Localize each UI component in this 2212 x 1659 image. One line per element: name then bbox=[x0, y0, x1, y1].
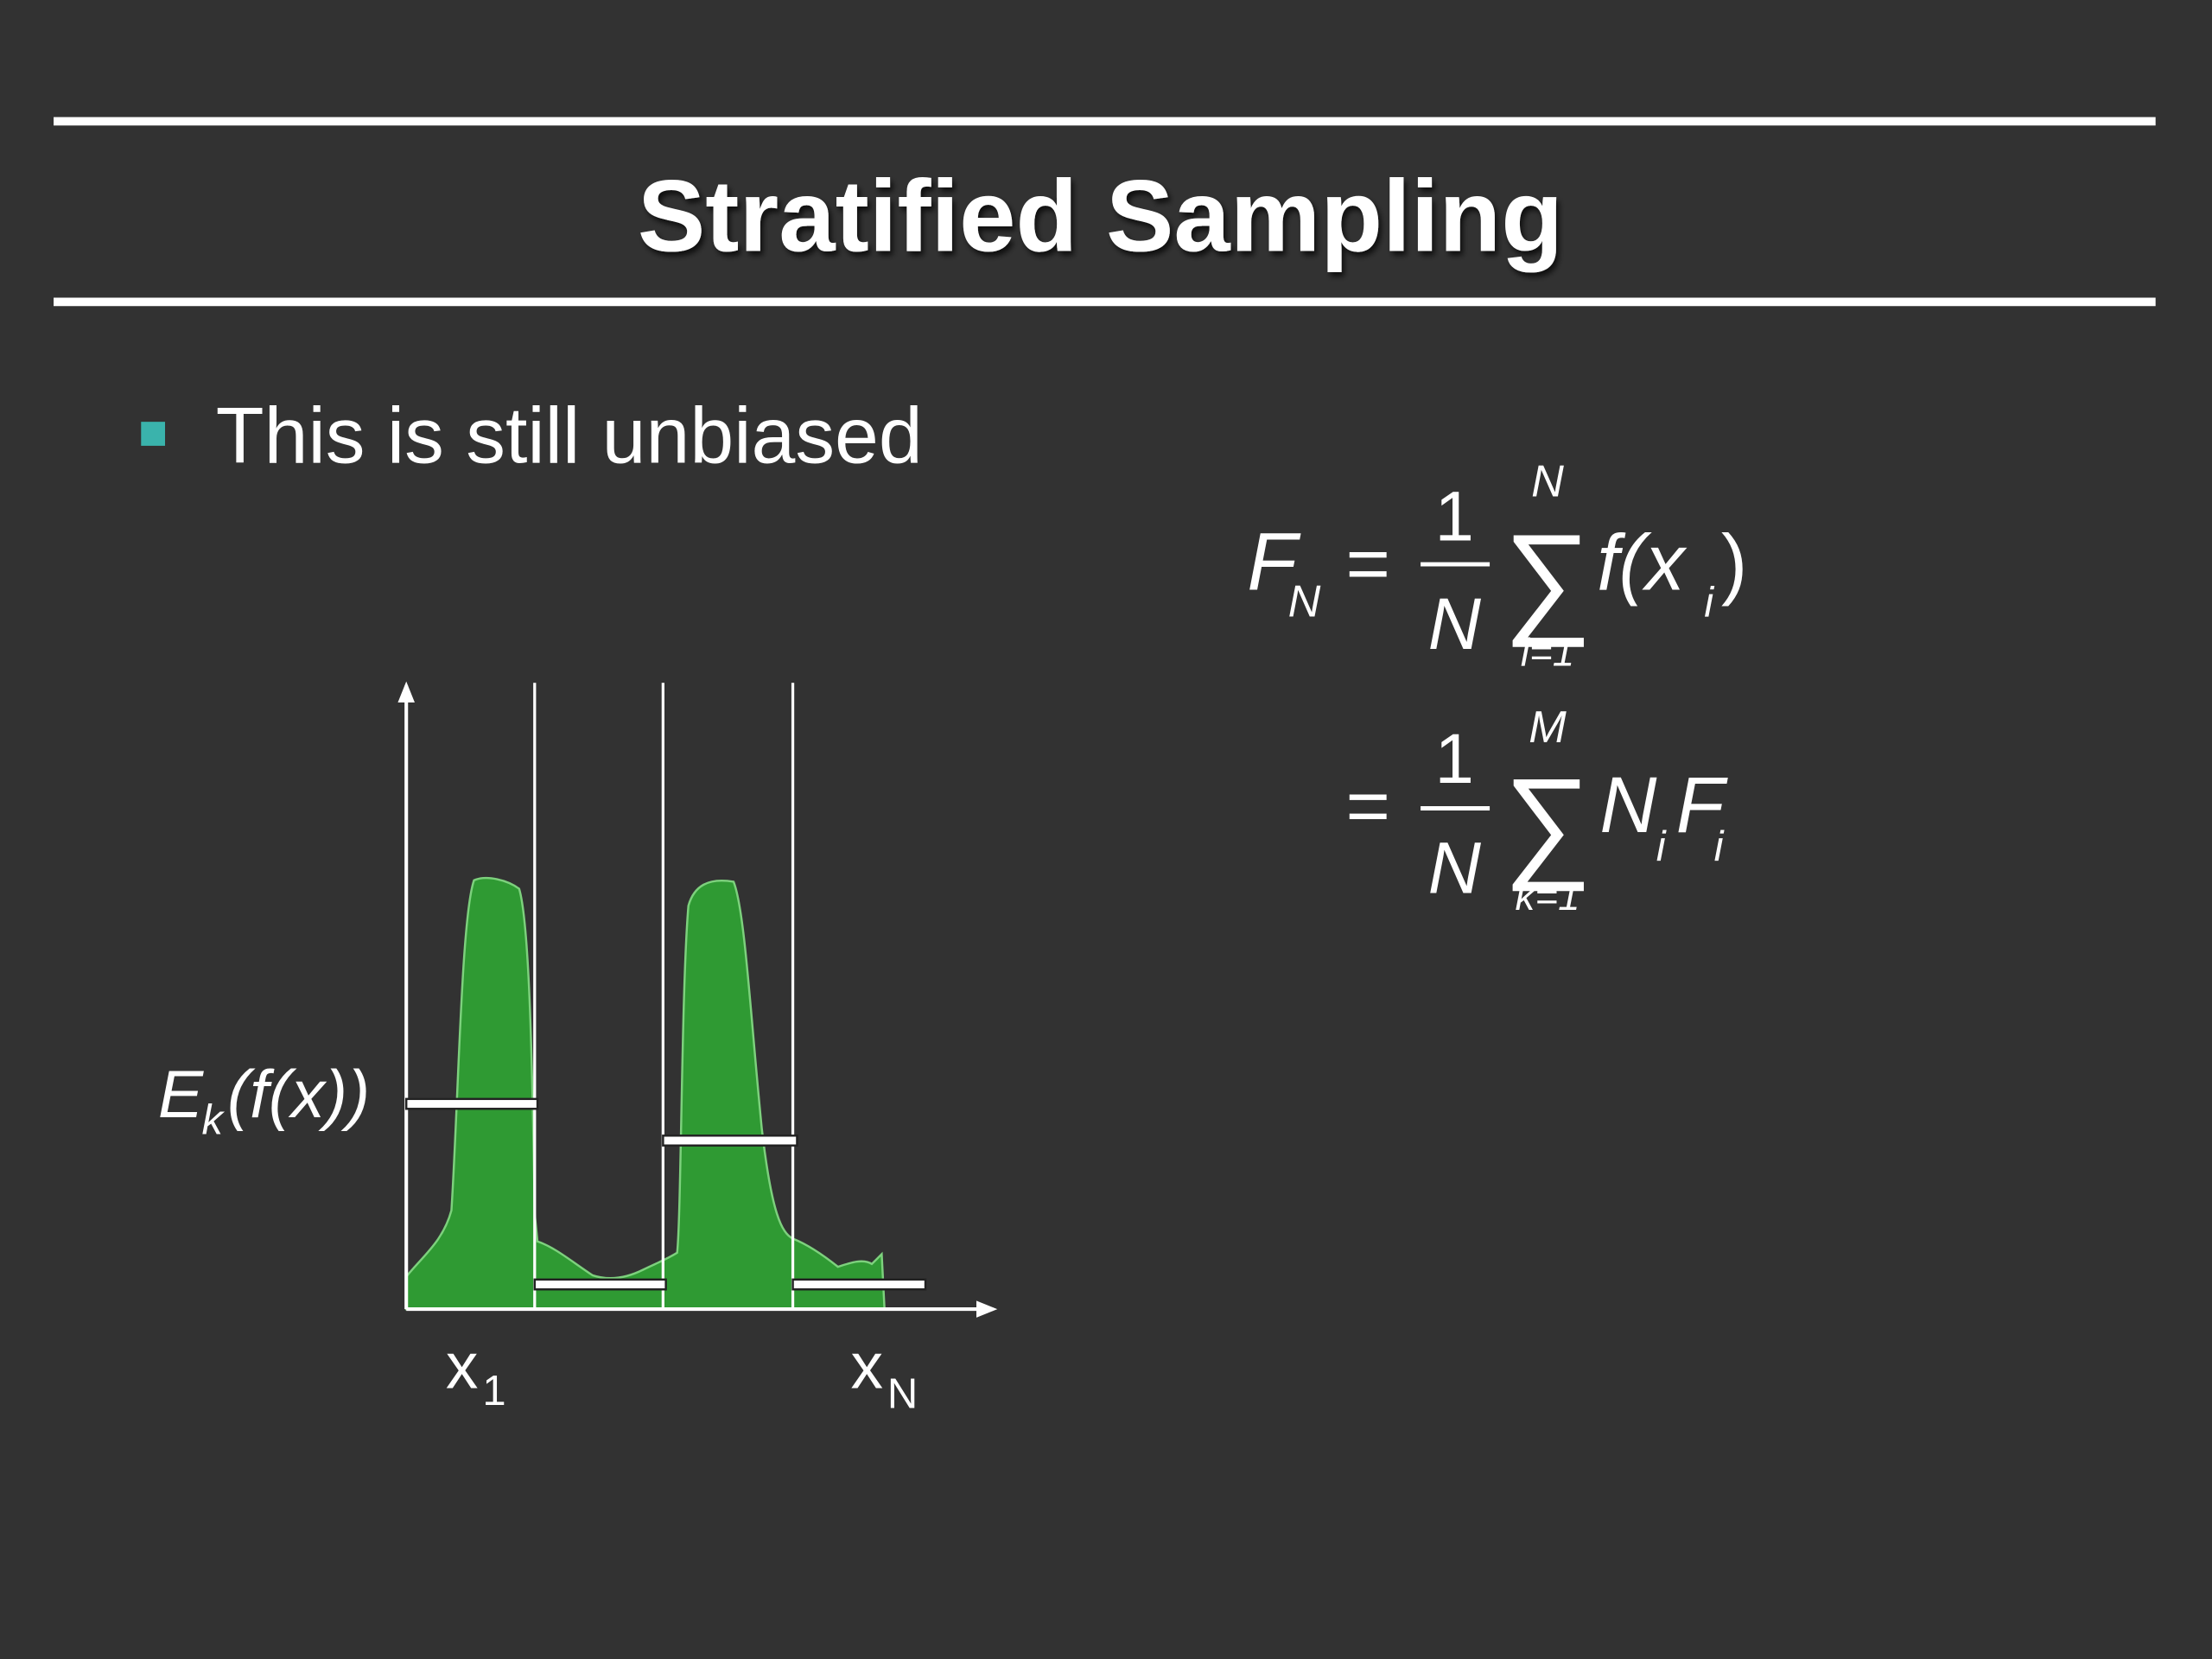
math-term: N bbox=[1599, 761, 1657, 849]
sum-lower: k=1 bbox=[1516, 874, 1580, 918]
bullet-text: This is still unbiased bbox=[216, 392, 923, 480]
math-numerator: 1 bbox=[1435, 720, 1474, 798]
sum-upper: N bbox=[1531, 457, 1564, 507]
sum-lower: i=1 bbox=[1521, 631, 1574, 675]
x-label: x bbox=[446, 1330, 479, 1402]
math-symbol: F bbox=[1247, 516, 1301, 607]
stratum-mean bbox=[533, 1278, 667, 1291]
math-subscript: i bbox=[1714, 823, 1725, 870]
math-body: f(x bbox=[1597, 518, 1688, 607]
math-denominator: N bbox=[1428, 582, 1482, 664]
math-operator: = bbox=[1346, 520, 1390, 606]
bullet-marker bbox=[141, 422, 166, 446]
diagram: E k (f(x)) x 1 x N bbox=[158, 681, 998, 1417]
stratum-mean bbox=[662, 1135, 798, 1147]
math-term: F bbox=[1676, 761, 1729, 849]
x-label: x bbox=[850, 1330, 883, 1402]
y-label-subscript: k bbox=[201, 1097, 225, 1144]
math-numerator: 1 bbox=[1435, 477, 1474, 556]
math-denominator: N bbox=[1428, 826, 1482, 908]
math-operator: = bbox=[1346, 763, 1390, 849]
sum-upper: M bbox=[1529, 702, 1567, 753]
y-label: (f(x)) bbox=[227, 1056, 370, 1132]
math-subscript: N bbox=[1288, 576, 1321, 626]
stratum-mean bbox=[404, 1097, 539, 1110]
math-subscript: i bbox=[1704, 579, 1714, 626]
math-subscript: i bbox=[1656, 823, 1667, 870]
x-label-subscript: N bbox=[887, 1370, 918, 1417]
math-paren: ) bbox=[1721, 518, 1747, 607]
sum-symbol: ∑ bbox=[1503, 753, 1592, 892]
slide-title: Stratified Sampling bbox=[638, 160, 1563, 273]
equation-line: F N = 1 N ∑ N i=1 f(x i ) bbox=[1247, 457, 1747, 675]
stratum-mean bbox=[791, 1278, 927, 1291]
x-label-subscript: 1 bbox=[482, 1368, 505, 1414]
equation-line: = 1 N ∑ M k=1 N i F i bbox=[1346, 702, 1729, 918]
y-label: E bbox=[158, 1056, 204, 1132]
sum-symbol: ∑ bbox=[1503, 509, 1592, 647]
